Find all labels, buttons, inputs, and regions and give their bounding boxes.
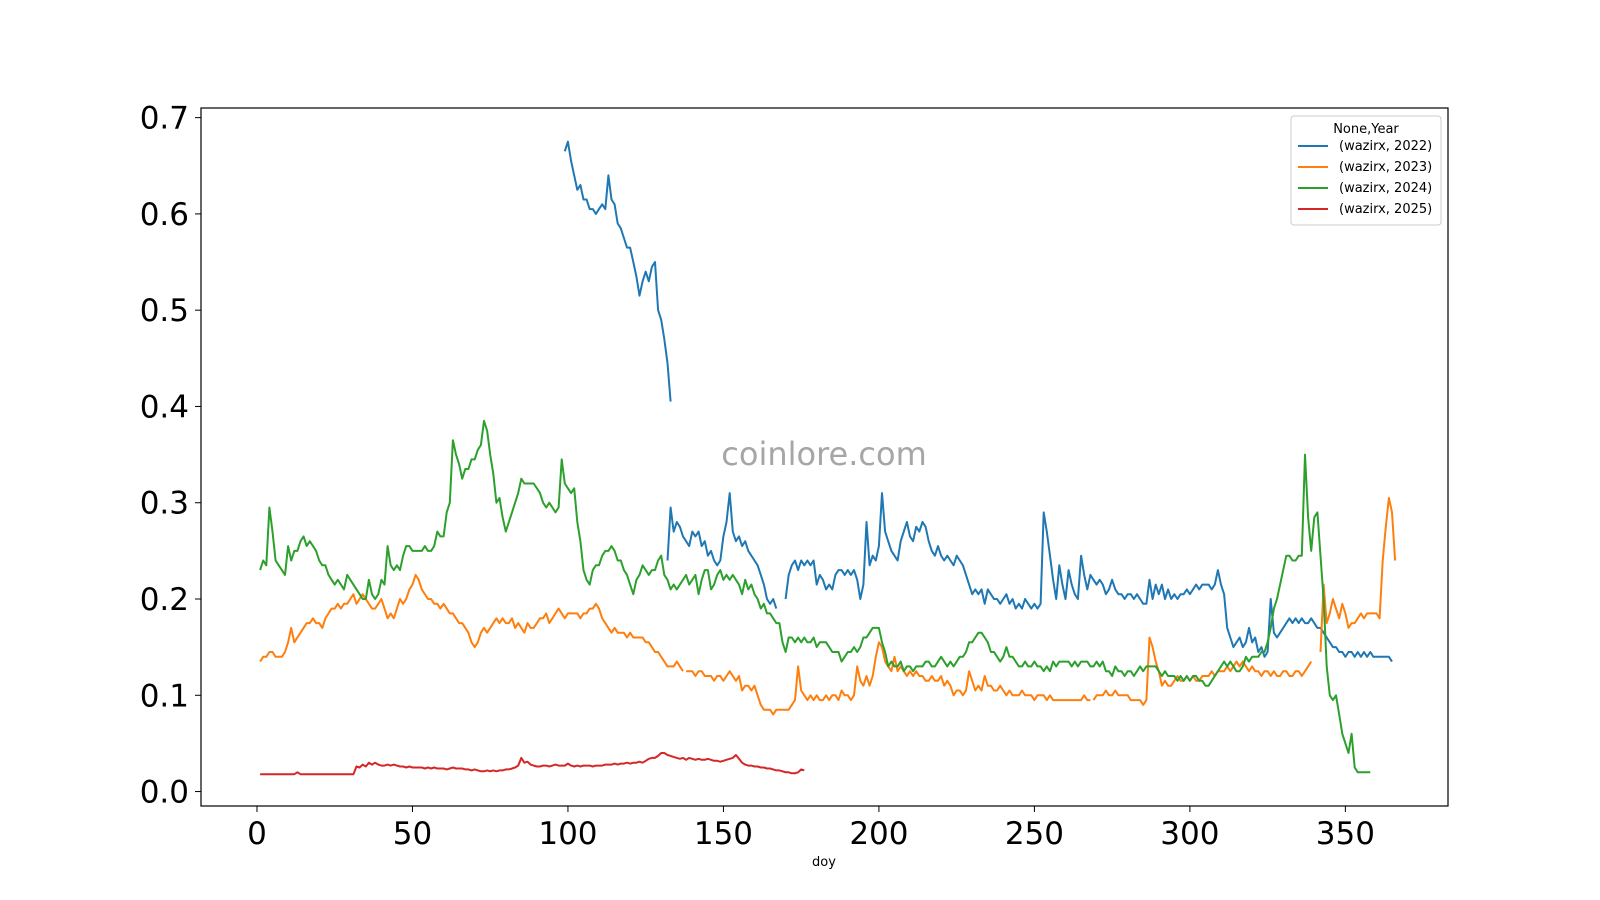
- y-tick-label: 0.3: [140, 486, 189, 522]
- y-tick-label: 0.2: [140, 582, 189, 618]
- series-wazirx-2022: [563, 140, 1393, 663]
- legend-label: (wazirx, 2022): [1339, 139, 1432, 154]
- legend-box: [1290, 115, 1442, 226]
- y-axis: 0.0 0.1 0.2 0.3 0.4 0.5 0.6 0.7: [140, 101, 201, 811]
- y-tick-label: 0.5: [140, 293, 189, 329]
- plot-frame: [200, 107, 1449, 807]
- y-tick-label: 0.7: [140, 101, 189, 137]
- x-axis: 0 50 100 150 200 250 300 350: [247, 806, 1375, 852]
- legend-label: (wazirx, 2024): [1339, 181, 1432, 196]
- legend-label: (wazirx, 2023): [1339, 160, 1432, 175]
- y-tick-label: 0.0: [140, 775, 189, 811]
- series-line-segment: [1092, 636, 1313, 706]
- x-tick-label: 300: [1160, 816, 1219, 852]
- x-axis-label: doy: [812, 855, 836, 870]
- series-line-segment: [784, 492, 1393, 663]
- watermark: coinlore.com: [721, 435, 926, 473]
- legend-label: (wazirx, 2025): [1339, 202, 1432, 217]
- x-tick-label: 0: [247, 816, 267, 852]
- y-tick-label: 0.1: [140, 678, 189, 714]
- x-tick-label: 250: [1005, 816, 1064, 852]
- y-tick-label: 0.4: [140, 389, 189, 425]
- series-layer: [259, 140, 1397, 776]
- y-tick-label: 0.6: [140, 197, 189, 233]
- x-tick-label: 100: [538, 816, 597, 852]
- legend: None,Year (wazirx, 2022) (wazirx, 2023) (w…: [1290, 115, 1442, 226]
- series-wazirx-2023: [259, 496, 1397, 716]
- x-tick-label: 50: [393, 816, 432, 852]
- series-line-segment: [1319, 496, 1397, 653]
- series-wazirx-2025: [260, 752, 805, 776]
- x-tick-label: 350: [1316, 816, 1375, 852]
- series-wazirx-2024: [259, 419, 1371, 774]
- legend-title: None,Year: [1333, 122, 1399, 137]
- series-line-segment: [563, 140, 672, 402]
- series-line-segment: [259, 419, 1371, 774]
- x-tick-label: 150: [694, 816, 753, 852]
- x-tick-label: 200: [849, 816, 908, 852]
- series-line-segment: [260, 752, 805, 776]
- series-line-segment: [666, 492, 778, 609]
- series-line-segment: [259, 573, 684, 672]
